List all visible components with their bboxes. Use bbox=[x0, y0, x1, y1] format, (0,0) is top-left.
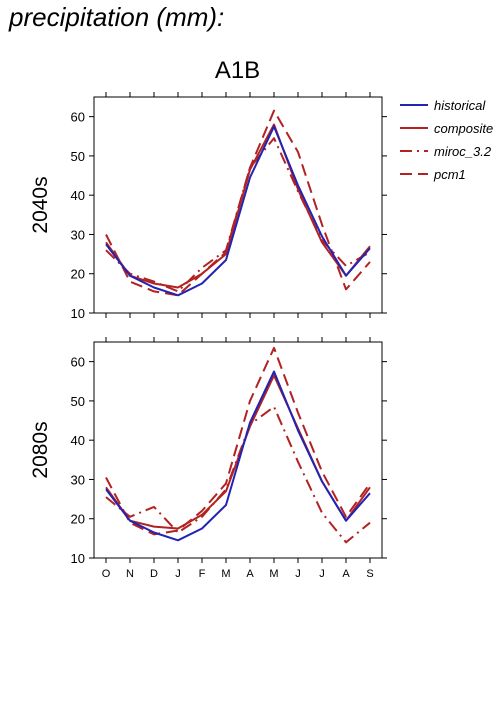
x-tick-label: N bbox=[126, 568, 134, 580]
page-title: precipitation (mm): bbox=[9, 2, 225, 32]
plot-frame bbox=[93, 341, 383, 559]
x-tick-label: O bbox=[102, 568, 111, 580]
x-tick-label: J bbox=[319, 568, 325, 580]
y-tick-label: 10 bbox=[71, 551, 85, 566]
series-line-historical bbox=[105, 125, 371, 297]
y-tick-label: 60 bbox=[71, 355, 85, 370]
y-tick-label: 60 bbox=[71, 110, 85, 125]
y-tick-label: 20 bbox=[71, 512, 85, 527]
legend: historical composite miroc_3.2 pcm1 bbox=[400, 98, 493, 182]
panel-2080s: 10 20 30 40 50 60 O N D J F M A M J J A S 2080s bbox=[29, 337, 387, 580]
y-tick-label: 10 bbox=[71, 306, 85, 321]
panel-label: 2040s bbox=[29, 176, 52, 233]
legend-label: miroc_3.2 bbox=[434, 144, 492, 159]
panel-2040s: 10 20 30 40 50 60 2040s bbox=[29, 92, 387, 321]
series-line-composite bbox=[105, 123, 371, 289]
x-tick-label: A bbox=[246, 568, 254, 580]
chart-title: A1B bbox=[214, 57, 261, 84]
series-line-miroc-3-2 bbox=[105, 405, 371, 544]
x-tick-label: S bbox=[366, 568, 373, 580]
y-tick-label: 20 bbox=[71, 267, 85, 282]
y-tick-label: 50 bbox=[71, 149, 85, 164]
x-tick-label: F bbox=[199, 568, 206, 580]
series-line-historical bbox=[105, 370, 371, 542]
x-tick-label: J bbox=[295, 568, 301, 580]
legend-label: historical bbox=[434, 98, 486, 113]
x-tick-label: D bbox=[150, 568, 158, 580]
y-tick-label: 40 bbox=[71, 433, 85, 448]
panel-label: 2080s bbox=[29, 421, 52, 478]
series-line-composite bbox=[105, 374, 371, 530]
plot-frame bbox=[93, 96, 383, 314]
panels-layer: 10 20 30 40 50 60 2040s 10 20 30 40 50 60 O N D J F M A M J J A… bbox=[29, 92, 387, 580]
y-tick-label: 40 bbox=[71, 188, 85, 203]
y-tick-label: 50 bbox=[71, 394, 85, 409]
y-tick-label: 30 bbox=[71, 227, 85, 242]
series-line-pcm1 bbox=[105, 109, 371, 297]
legend-label: composite bbox=[434, 121, 493, 136]
y-tick-label: 30 bbox=[71, 472, 85, 487]
x-tick-label: M bbox=[269, 568, 278, 580]
legend-label: pcm1 bbox=[433, 167, 466, 182]
x-tick-label: J bbox=[175, 568, 181, 580]
x-tick-label: M bbox=[221, 568, 230, 580]
series-line-pcm1 bbox=[105, 346, 371, 536]
x-tick-label: A bbox=[342, 568, 350, 580]
